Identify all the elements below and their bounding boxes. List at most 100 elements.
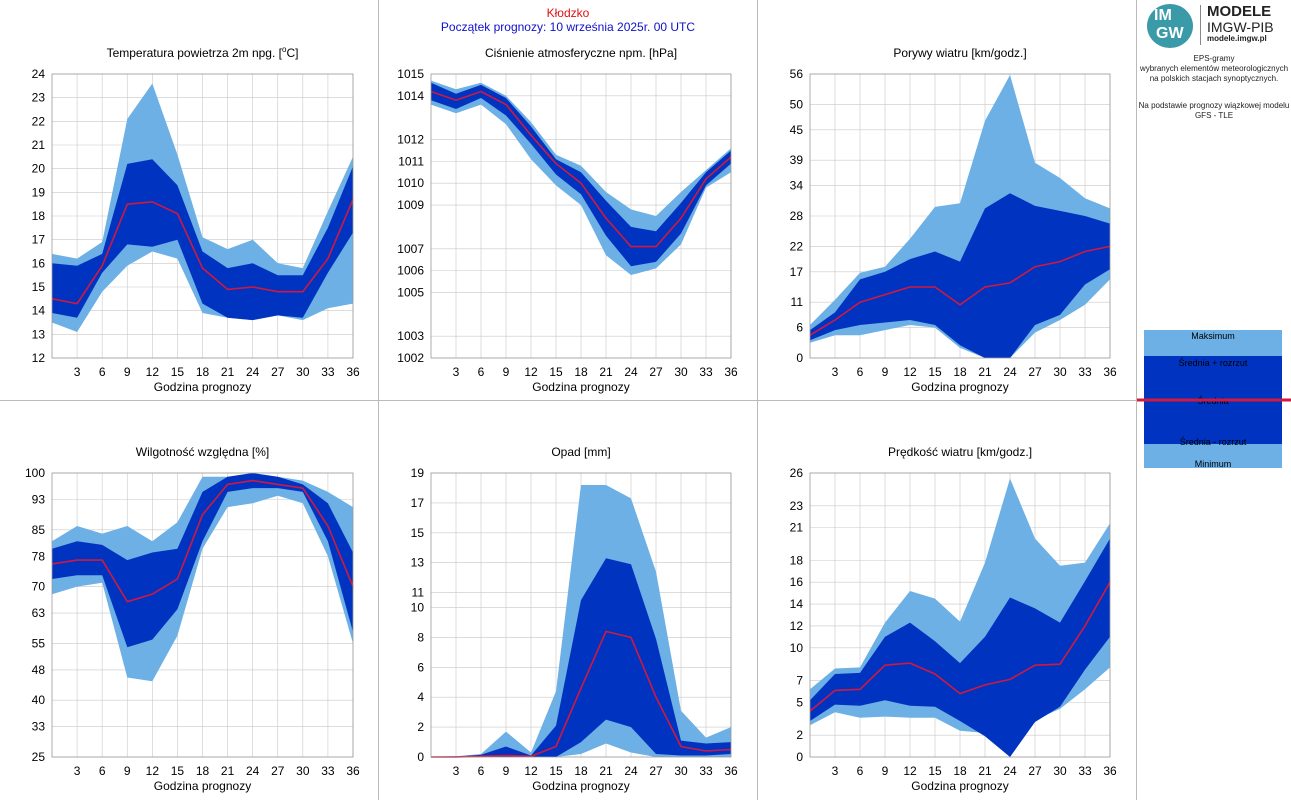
x-tick-label: 24 <box>1003 365 1017 379</box>
y-tick-label: 17 <box>32 233 46 247</box>
y-tick-label: 13 <box>411 556 425 570</box>
y-tick-label: 23 <box>32 91 46 105</box>
x-tick-label: 9 <box>503 365 510 379</box>
y-tick-label: 24 <box>32 67 46 81</box>
forecast-header: Kłodzko Początek prognozy: 10 września 2… <box>380 6 756 34</box>
band-mean-spread <box>52 473 353 648</box>
x-tick-label: 21 <box>221 764 235 778</box>
y-tick-label: 15 <box>411 526 425 540</box>
band-mean-spread <box>810 538 1110 757</box>
y-tick-label: 6 <box>796 321 803 335</box>
x-tick-label: 21 <box>599 365 613 379</box>
y-tick-label: 16 <box>790 575 804 589</box>
description-line-3: na polskich stacjach synoptycznych. <box>1149 74 1279 83</box>
x-tick-label: 36 <box>346 365 360 379</box>
x-tick-label: 15 <box>928 365 942 379</box>
chart-temperature: Temperatura powietrza 2m npg. [oC] 12 13 14… <box>32 45 360 394</box>
description-line-2: wybranych elementów meteorologicznych <box>1139 64 1289 73</box>
x-tick-label: 3 <box>832 365 839 379</box>
x-tick-label: 30 <box>1053 764 1067 778</box>
x-tick-label: 24 <box>246 764 260 778</box>
charts-layer: Temperatura powietrza 2m npg. [oC] 12 13 14… <box>25 45 1117 793</box>
y-tick-label: 1003 <box>397 329 424 343</box>
y-tick-label: 1009 <box>397 198 424 212</box>
y-tick-label: 6 <box>417 660 424 674</box>
x-tick-label: 6 <box>857 365 864 379</box>
x-axis-label: Godzina prognozy <box>911 380 1008 394</box>
plot-frame <box>809 472 1111 758</box>
logo-mark-bottom: GW <box>1156 25 1184 42</box>
y-tick-label: 10 <box>411 601 425 615</box>
x-tick-label: 6 <box>99 764 106 778</box>
x-tick-label: 6 <box>99 365 106 379</box>
logo-website: modele.imgw.pl <box>1207 34 1267 43</box>
mean-line <box>51 479 354 603</box>
y-tick-label: 1010 <box>397 176 424 190</box>
chart-title: Temperatura powietrza 2m npg. [oC] <box>107 45 299 60</box>
x-tick-label: 9 <box>882 365 889 379</box>
y-tick-label: 18 <box>790 553 804 567</box>
chart-title: Wilgotność względna [%] <box>136 445 269 459</box>
y-tick-label: 85 <box>32 523 46 537</box>
x-tick-label: 15 <box>549 764 563 778</box>
y-tick-label: 56 <box>790 67 804 81</box>
x-axis-label: Godzina prognozy <box>154 380 251 394</box>
y-tick-label: 21 <box>790 521 804 535</box>
x-tick-label: 33 <box>321 365 335 379</box>
x-tick-label: 3 <box>74 764 81 778</box>
y-tick-label: 40 <box>32 693 46 707</box>
legend-label-mean-minus: Średnia - rozrzut <box>1179 437 1247 447</box>
plot-frame <box>51 472 354 758</box>
x-tick-label: 18 <box>574 764 588 778</box>
x-tick-label: 18 <box>196 365 210 379</box>
y-tick-label: 0 <box>796 750 803 764</box>
logo-subtitle: IMGW-PIB <box>1207 19 1274 35</box>
y-tick-label: 18 <box>32 209 46 223</box>
x-tick-label: 27 <box>271 764 285 778</box>
y-tick-label: 2 <box>417 720 424 734</box>
y-tick-label: 15 <box>32 280 46 294</box>
y-tick-label: 100 <box>25 466 45 480</box>
mean-line <box>809 245 1111 336</box>
y-tick-label: 16 <box>32 256 46 270</box>
x-tick-label: 12 <box>524 764 538 778</box>
legend-label-min: Minimum <box>1194 459 1232 469</box>
description-line-4: Na podstawie prognozy wiązkowej modelu <box>1138 101 1290 110</box>
chart-title: Porywy wiatru [km/godz.] <box>893 46 1026 60</box>
y-tick-label: 1014 <box>397 89 424 103</box>
y-tick-label: 13 <box>32 327 46 341</box>
y-tick-label: 0 <box>417 750 424 764</box>
x-tick-label: 9 <box>503 764 510 778</box>
imgw-logo: IM GW MODELE IMGW-PIB modele.imgw.pl <box>1145 3 1288 48</box>
x-tick-label: 6 <box>478 365 485 379</box>
x-tick-label: 15 <box>171 764 185 778</box>
x-tick-label: 33 <box>1078 365 1092 379</box>
x-tick-label: 36 <box>346 764 360 778</box>
y-tick-label: 14 <box>32 304 46 318</box>
x-axis-label: Godzina prognozy <box>532 380 629 394</box>
y-tick-label: 17 <box>790 265 804 279</box>
y-tick-label: 25 <box>32 750 46 764</box>
x-tick-label: 6 <box>478 764 485 778</box>
x-tick-label: 3 <box>832 764 839 778</box>
x-tick-label: 3 <box>453 764 460 778</box>
forecast-start: Początek prognozy: 10 września 2025r. 00… <box>440 20 696 34</box>
x-tick-label: 24 <box>246 365 260 379</box>
y-tick-label: 12 <box>32 351 46 365</box>
y-tick-label: 78 <box>32 549 46 563</box>
y-tick-label: 45 <box>790 123 804 137</box>
x-tick-label: 9 <box>124 764 131 778</box>
y-tick-label: 33 <box>32 720 46 734</box>
x-tick-label: 3 <box>453 365 460 379</box>
x-tick-label: 30 <box>296 365 310 379</box>
x-tick-label: 30 <box>296 764 310 778</box>
y-tick-label: 1002 <box>397 351 424 365</box>
x-tick-label: 30 <box>674 764 688 778</box>
x-tick-label: 30 <box>674 365 688 379</box>
x-tick-label: 9 <box>124 365 131 379</box>
legend-swatch-max <box>1144 330 1282 356</box>
y-tick-label: 1012 <box>397 133 424 147</box>
logo-title: MODELE <box>1207 3 1272 20</box>
y-tick-label: 14 <box>790 597 804 611</box>
